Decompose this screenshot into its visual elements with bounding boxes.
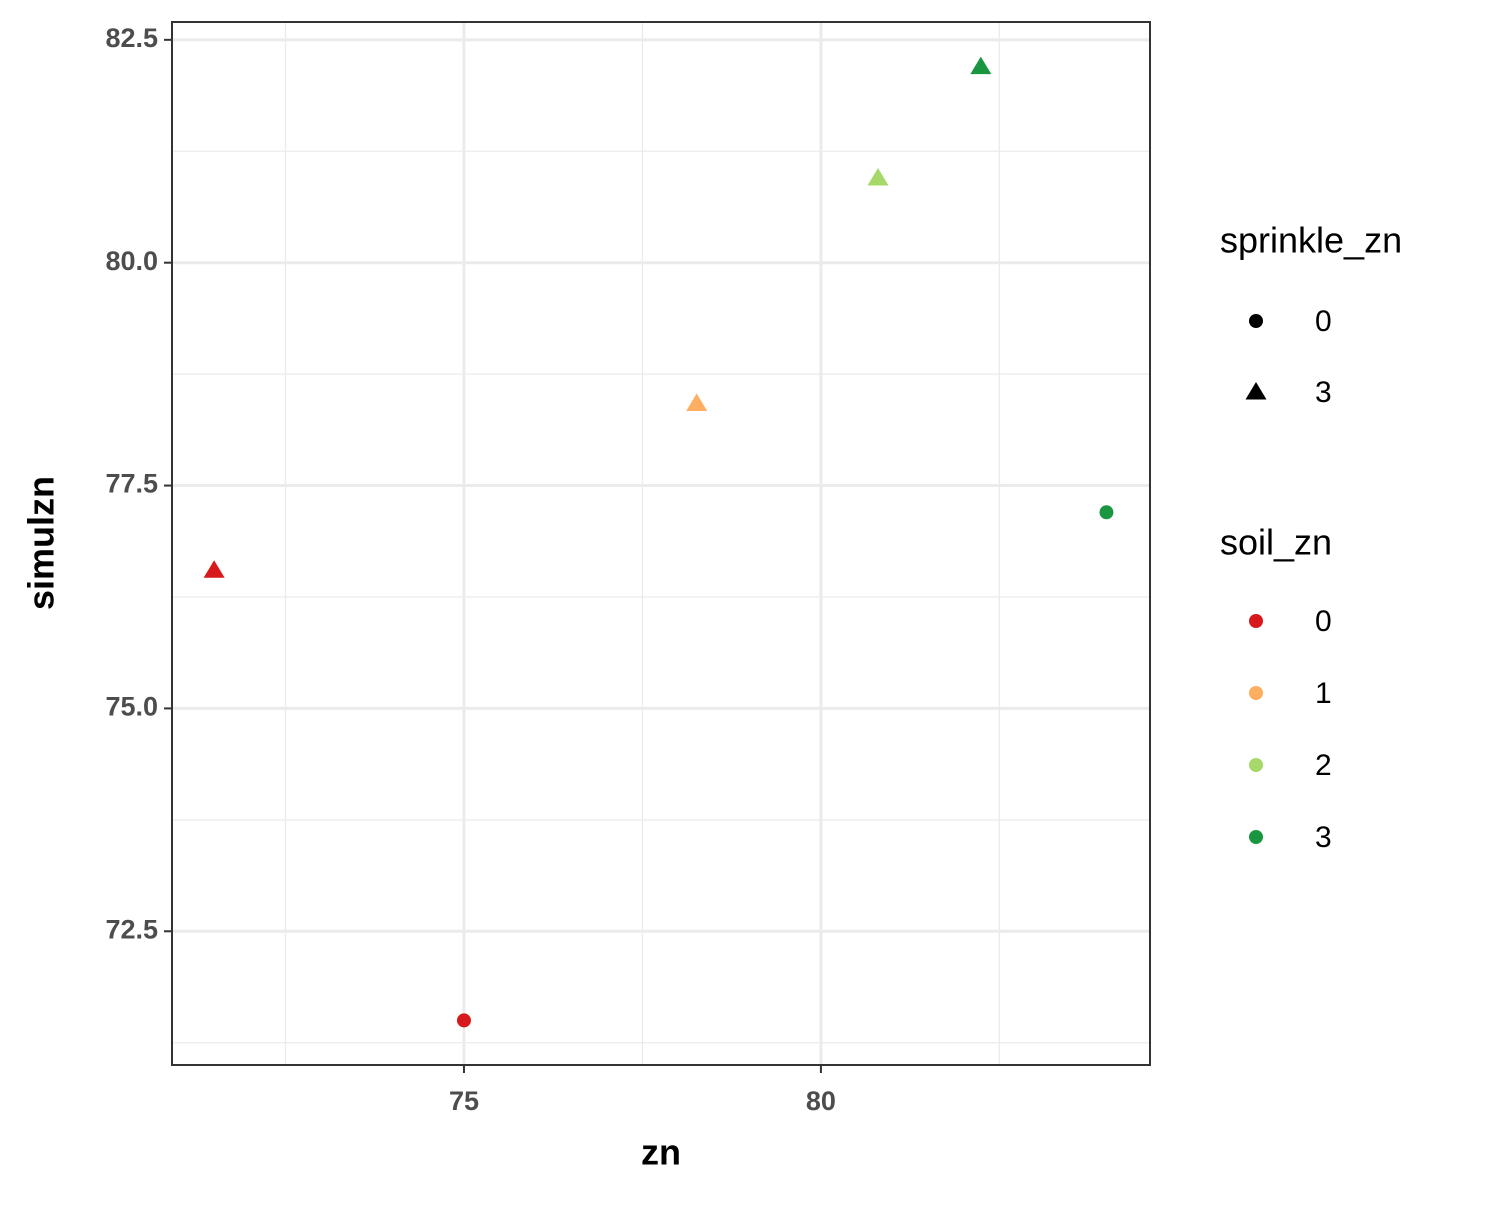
legend-key xyxy=(1249,686,1263,700)
legend-label: 0 xyxy=(1315,305,1332,338)
triangle-point xyxy=(1245,382,1267,400)
y-tick-label: 82.5 xyxy=(105,23,158,53)
legend-label: 3 xyxy=(1315,821,1332,854)
triangle-point xyxy=(970,56,992,75)
legend-key xyxy=(1249,614,1263,628)
circle-point xyxy=(1249,314,1263,328)
triangle-point xyxy=(686,393,708,412)
y-tick-label: 77.5 xyxy=(105,469,158,499)
legend-label: 2 xyxy=(1315,749,1332,782)
legend-title: sprinkle_zn xyxy=(1220,220,1402,261)
legend-label: 0 xyxy=(1315,605,1332,638)
legend-key xyxy=(1249,830,1263,844)
legend-label: 3 xyxy=(1315,376,1332,409)
y-axis-title: simulzn xyxy=(21,476,62,610)
x-tick-label: 75 xyxy=(449,1086,479,1116)
legend-title: soil_zn xyxy=(1220,522,1332,563)
legend-key xyxy=(1249,758,1263,772)
panel-border xyxy=(171,21,1151,1066)
triangle-point xyxy=(867,168,889,186)
triangle-point xyxy=(203,560,225,578)
y-tick-label: 75.0 xyxy=(105,692,158,722)
x-tick-label: 80 xyxy=(806,1086,836,1116)
circle-point xyxy=(1099,505,1114,520)
y-tick-label: 80.0 xyxy=(105,246,158,276)
circle-point xyxy=(456,1013,471,1028)
y-tick-label: 72.5 xyxy=(105,914,158,944)
x-axis-title: zn xyxy=(641,1132,681,1173)
legend-label: 1 xyxy=(1315,677,1332,710)
